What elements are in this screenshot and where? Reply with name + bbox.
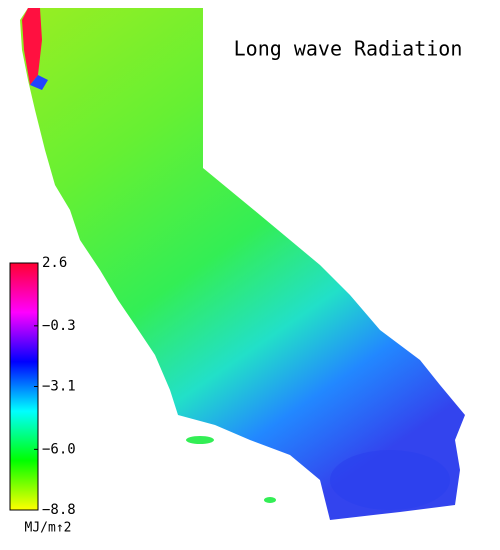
south-blue [330, 450, 450, 510]
coast-strip [22, 8, 42, 85]
colorbar-tick-label: 2.6 [42, 255, 67, 271]
colorbar-tick-label: −8.8 [42, 502, 76, 518]
colorbar-tick-label: −6.0 [42, 441, 76, 457]
state-shape [20, 8, 465, 520]
colorbar-tick-label: −0.3 [42, 318, 76, 334]
map-title: Long wave Radiation [234, 37, 463, 61]
island [186, 436, 214, 444]
colorbar [9, 262, 39, 511]
colorbar-tick-label: −3.1 [42, 379, 76, 395]
colorbar-label: MJ/m↑2 [25, 521, 72, 536]
island [264, 497, 276, 503]
coast-edge [30, 75, 48, 90]
